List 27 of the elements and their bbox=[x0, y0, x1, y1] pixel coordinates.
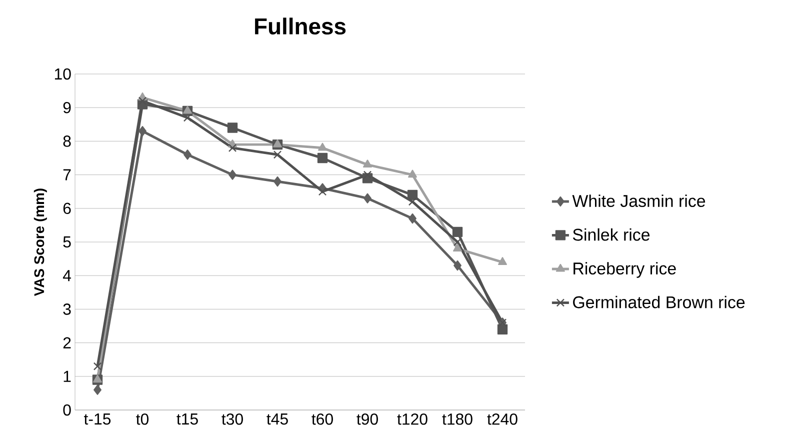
y-tick-label: 0 bbox=[63, 404, 71, 416]
x-tick-label: t45 bbox=[266, 414, 288, 425]
x-tick-label: t0 bbox=[136, 414, 149, 425]
y-axis-title: VAS Score (mm) bbox=[34, 188, 47, 296]
y-tick-label: 4 bbox=[62, 270, 72, 282]
legend-label: White Jasmin rice bbox=[572, 194, 706, 208]
x-tick-label: t15 bbox=[176, 414, 198, 425]
x-tick-label: t90 bbox=[356, 414, 378, 425]
y-tick-label: 3 bbox=[63, 304, 71, 315]
legend-label: Riceberry rice bbox=[574, 262, 676, 278]
legend-label: Germinated Brown rice bbox=[573, 296, 745, 308]
y-tick-label: 6 bbox=[63, 202, 71, 214]
y-tick-label: 8 bbox=[63, 136, 71, 147]
x-tick-label: t30 bbox=[222, 414, 243, 425]
y-tick-label: 2 bbox=[63, 337, 71, 348]
y-tick-label: 7 bbox=[63, 169, 71, 180]
legend-label: Sinlek rice bbox=[572, 228, 650, 241]
x-tick-label: t-15 bbox=[84, 414, 111, 425]
y-tick-label: 5 bbox=[63, 236, 71, 248]
x-tick-label: t240 bbox=[487, 414, 518, 425]
y-tick-label: 1 bbox=[64, 370, 71, 382]
chart-title: Fullness bbox=[255, 18, 346, 34]
x-tick-label: t180 bbox=[442, 414, 472, 425]
y-tick-label: 9 bbox=[63, 102, 71, 114]
x-tick-label: t120 bbox=[397, 414, 428, 425]
x-tick-label: t60 bbox=[312, 414, 333, 425]
y-tick-label: 10 bbox=[54, 68, 71, 80]
